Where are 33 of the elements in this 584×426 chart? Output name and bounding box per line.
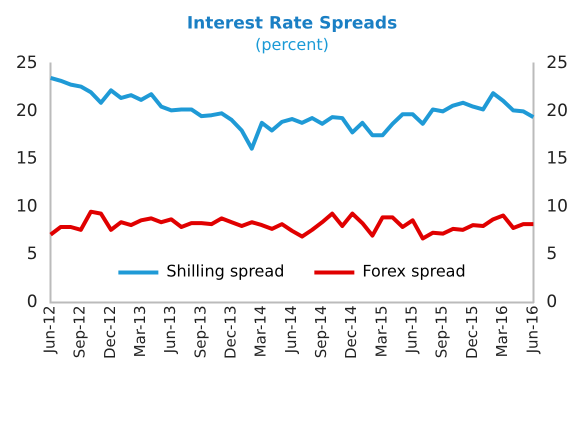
x-tick-label: Dec-14: [342, 305, 360, 360]
x-tick-label: Jun-13: [161, 305, 180, 354]
x-tick-label: Sep-14: [312, 305, 330, 358]
x-tick-label: Mar-16: [493, 305, 512, 358]
x-tick-label: Jun-15: [402, 305, 421, 354]
x-tick-label: Sep-12: [70, 305, 89, 358]
x-tick-label: Jun-16: [523, 305, 542, 354]
x-tick-label: Mar-13: [131, 305, 150, 358]
x-tick-label: Jun-12: [40, 305, 59, 354]
chart-title: Interest Rate Spreads: [186, 14, 398, 34]
y2-tick-label: 25: [546, 53, 568, 74]
y-tick-label: 20: [16, 100, 38, 121]
x-tick-label: Dec-12: [100, 305, 119, 360]
y2-tick-label: 15: [546, 148, 568, 169]
y2-tick-label: 5: [546, 244, 558, 264]
legend-label: Forex spread: [362, 262, 466, 281]
y2-tick-label: 0: [546, 292, 558, 312]
chart-subtitle: (percent): [255, 35, 329, 54]
y-tick-label: 5: [26, 244, 38, 264]
x-tick-label: Sep-15: [432, 305, 451, 358]
x-tick-label: Dec-15: [462, 305, 481, 360]
y-tick-label: 15: [16, 148, 38, 169]
legend-label: Shilling spread: [166, 262, 284, 281]
y-tick-label: 0: [26, 292, 38, 312]
x-tick-label: Mar-15: [372, 305, 390, 358]
y2-tick-label: 10: [546, 196, 568, 216]
y2-tick-label: 20: [546, 100, 568, 121]
x-tick-label: Dec-13: [222, 305, 240, 360]
x-tick-label: Jun-14: [282, 305, 300, 354]
x-tick-label: Mar-14: [252, 305, 270, 358]
x-tick-label: Sep-13: [191, 305, 210, 358]
y-tick-label: 25: [16, 53, 38, 74]
y-tick-label: 10: [16, 196, 38, 216]
